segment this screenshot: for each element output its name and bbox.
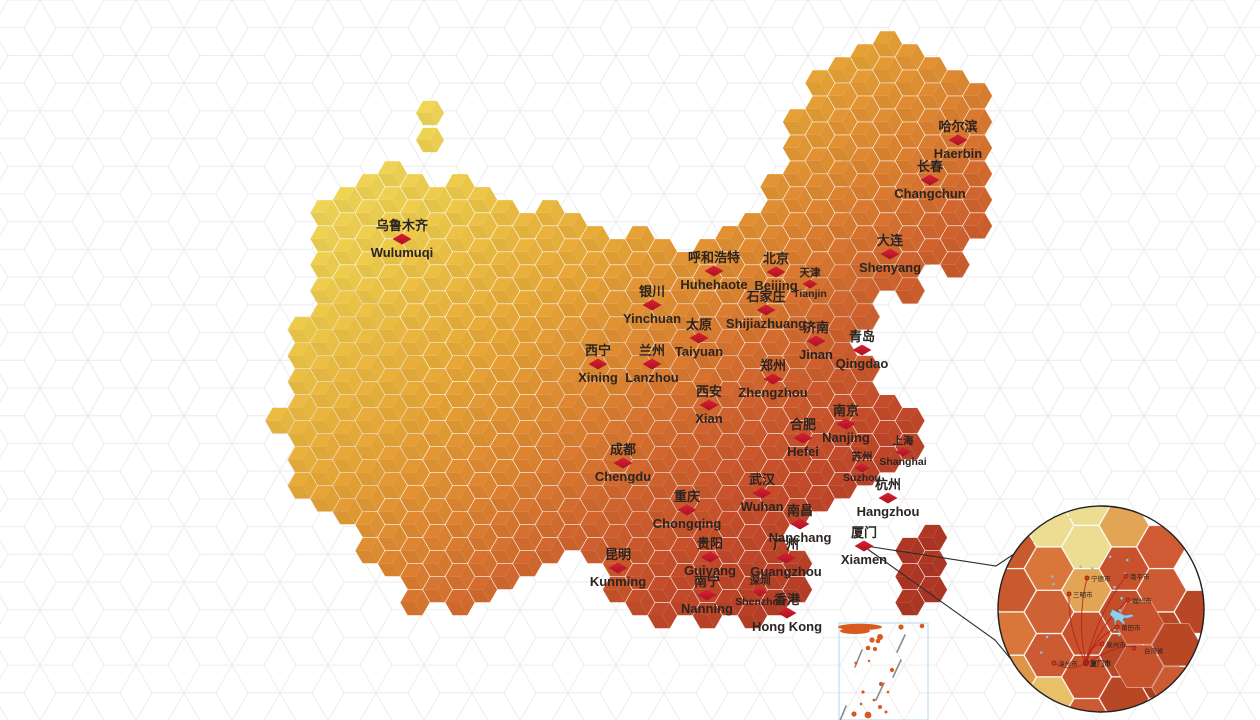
- svg-text:漳州市: 漳州市: [1058, 659, 1078, 668]
- svg-text:泉州市: 泉州市: [1106, 640, 1126, 649]
- svg-text:福州市: 福州市: [1132, 596, 1152, 605]
- svg-text:宁德市: 宁德市: [1091, 574, 1111, 583]
- svg-text:莆田市: 莆田市: [1121, 623, 1141, 632]
- svg-text:三明市: 三明市: [1073, 590, 1093, 599]
- svg-text:南平市: 南平市: [1130, 572, 1150, 581]
- svg-text:台湾省: 台湾省: [1144, 646, 1164, 655]
- svg-text:厦门市: 厦门市: [1089, 659, 1111, 668]
